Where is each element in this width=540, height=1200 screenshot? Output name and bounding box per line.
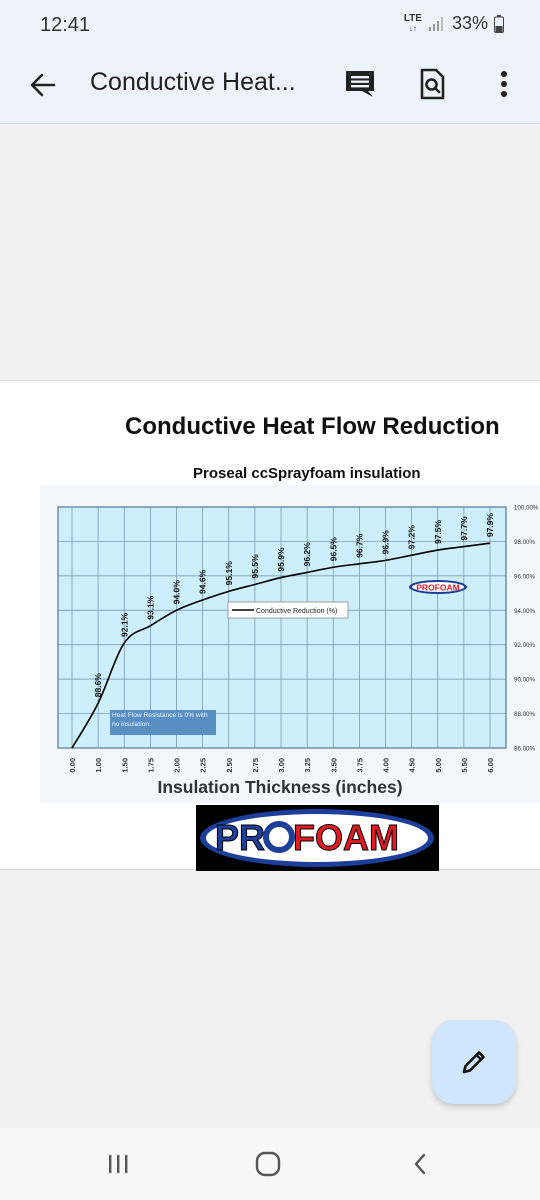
x-tick-label: 4.00 (382, 758, 391, 773)
x-tick-label: 4.50 (408, 758, 417, 773)
back-nav-button[interactable] (400, 1146, 440, 1182)
edit-fab-button[interactable] (432, 1020, 516, 1104)
data-arrows-icon: ↓↑ (408, 23, 417, 33)
x-tick-label: 1.50 (120, 758, 129, 773)
legend-label: Conductive Reduction (%) (256, 608, 337, 615)
data-point-label: 95.5% (250, 554, 260, 579)
status-bar: 12:41 LTE ↓↑ 33% (0, 0, 540, 48)
data-point-label: 96.7% (354, 533, 364, 558)
x-tick-label: 5.50 (460, 758, 469, 773)
data-point-label: 96.2% (302, 542, 312, 567)
data-labels: 88.6% 92.1% 93.1% 94.0% 94.6% 95.1% 95.5% 95.9%… (93, 513, 495, 698)
chevron-left-icon (414, 1153, 426, 1175)
chart-legend: Conductive Reduction (%) (227, 601, 349, 619)
edit-pencil-icon (462, 1051, 485, 1074)
chart-annotation: Heat Flow Resistance is 0% with no insul… (110, 710, 216, 735)
logo-text-pro: PR (215, 817, 265, 858)
page-subtitle: Proseal ccSprayfoam insulation (193, 465, 421, 482)
x-tick-label: 2.00 (173, 758, 182, 773)
signal-icon (428, 16, 443, 31)
heat-flow-chart: 100.00% 98.00% 96.00% 94.00% 92.00% 90.00% 88.… (57, 505, 539, 797)
data-point-label: 96.5% (328, 537, 338, 562)
data-point-label: 92.1% (119, 612, 129, 637)
data-point-label: 97.9% (485, 513, 495, 538)
system-nav-bar (0, 1128, 540, 1200)
document-title: Conductive Heat... (90, 68, 296, 96)
x-tick-label: 1.75 (146, 758, 155, 773)
battery-percent: 33% (451, 13, 488, 33)
y-tick-label: 98.00% (514, 539, 535, 546)
status-indicators: LTE ↓↑ 33% (404, 13, 504, 34)
x-tick-label: 3.75 (355, 758, 364, 773)
profoam-logo-graphic: PR FOAM (200, 809, 434, 867)
annotation-text: Heat Flow Resistance is 0% with no insul… (112, 712, 208, 728)
annotation-box (110, 710, 216, 735)
back-button[interactable] (22, 64, 64, 106)
y-tick-label: 92.00% (514, 642, 535, 649)
data-point-label: 93.1% (145, 595, 155, 620)
y-tick-label: 86.00% (514, 746, 535, 753)
chart-image: 100.00% 98.00% 96.00% 94.00% 92.00% 90.00% 88.… (40, 485, 540, 803)
find-in-page-button[interactable] (410, 62, 454, 106)
document-page: Conductive Heat Flow Reduction Proseal c… (0, 380, 540, 871)
y-tick-label: 90.00% (514, 677, 535, 684)
x-tick-label: 6.00 (486, 758, 495, 773)
more-options-button[interactable] (482, 62, 526, 106)
data-point-label: 94.6% (198, 569, 208, 594)
inset-logo-text: PROFOAM (416, 583, 459, 593)
app-bar: Conductive Heat... (0, 48, 540, 124)
x-tick-label: 0.00 (68, 758, 77, 773)
x-tick-label: 2.25 (199, 758, 208, 773)
logo-o-ring (263, 821, 295, 853)
data-point-label: 97.5% (433, 519, 443, 544)
page-title: Conductive Heat Flow Reduction (125, 413, 500, 440)
comment-icon (346, 71, 374, 97)
inset-profoam-logo: PROFOAM (409, 580, 467, 594)
data-point-label: 95.9% (276, 547, 286, 572)
network-type: LTE ↓↑ (403, 12, 422, 33)
back-arrow-icon (30, 73, 56, 97)
data-point-label: 94.0% (172, 580, 182, 605)
legend-box (227, 601, 349, 619)
y-tick-labels: 100.00% 98.00% 96.00% 94.00% 92.00% 90.00% 88.… (514, 505, 539, 753)
home-button[interactable] (248, 1146, 288, 1182)
status-time: 12:41 (40, 14, 91, 36)
find-in-page-icon (420, 68, 445, 100)
y-tick-label: 96.00% (514, 573, 535, 580)
battery-icon (494, 14, 504, 33)
y-tick-label: 100.00% (514, 505, 539, 512)
recent-apps-icon (109, 1155, 128, 1173)
recent-apps-button[interactable] (98, 1146, 138, 1182)
y-tick-label: 88.00% (514, 711, 535, 718)
x-tick-label: 1.00 (94, 758, 103, 773)
y-tick-label: 94.00% (514, 608, 535, 615)
x-tick-label: 3.50 (329, 758, 338, 773)
profoam-logo-text: PR FOAM (214, 817, 399, 859)
comments-button[interactable] (338, 62, 382, 106)
plot-area (57, 506, 507, 749)
logo-text-foam: FOAM (293, 817, 399, 858)
x-axis-label: Insulation Thickness (inches) (157, 777, 402, 797)
x-tick-labels: 0.00 1.00 1.50 1.75 2.00 2.25 2.50 2.75 3.00 3.25… (68, 758, 495, 773)
home-icon (255, 1151, 281, 1177)
data-point-label: 96.9% (381, 530, 391, 555)
x-tick-label: 5.00 (434, 758, 443, 773)
series-line (71, 542, 491, 749)
data-point-label: 97.2% (407, 525, 417, 550)
data-point-label: 97.7% (459, 516, 469, 541)
data-point-label: 88.6% (93, 673, 103, 698)
series-line-path (71, 542, 491, 749)
x-tick-label: 2.50 (225, 758, 234, 773)
more-vert-icon (501, 71, 507, 97)
x-tick-label: 3.00 (277, 758, 286, 773)
x-tick-label: 2.75 (251, 758, 260, 773)
data-point-label: 95.1% (224, 561, 234, 586)
x-tick-label: 3.25 (303, 758, 312, 773)
profoam-logo: PR FOAM (196, 805, 439, 871)
